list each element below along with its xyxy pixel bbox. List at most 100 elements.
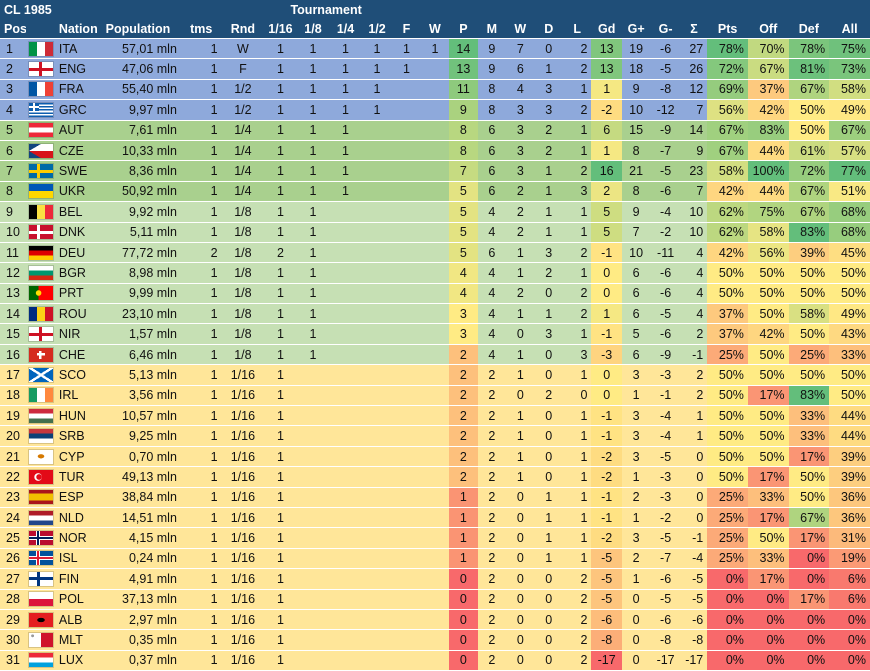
cell-m: 2 [477, 507, 507, 529]
column-header-t8[interactable]: 1/8 [296, 19, 330, 39]
cell-def: 50% [788, 99, 830, 121]
column-header-l[interactable]: L [562, 19, 592, 39]
table-row[interactable]: 23 ESP 38,84 mln 1 1/16 1 1 2 0 1 1 -1 2 -3 0 25% 33% 50%… [0, 487, 870, 508]
cell-pos: 28 [0, 589, 27, 610]
cell-nation: AUT [54, 120, 102, 141]
cell-t4: 1 [329, 120, 362, 141]
table-row[interactable]: 17 SCO 5,13 mln 1 1/16 1 2 2 1 0 1 0 3 -3 2 50% 50% 50% 50… [0, 364, 870, 386]
column-header-off[interactable]: Off [747, 19, 789, 39]
table-row[interactable]: 10 DNK 5,11 mln 1 1/8 1 1 5 4 2 1 1 5 7 -2 10 62% 58% 83% 6… [0, 222, 870, 243]
column-header-d[interactable]: D [534, 19, 563, 39]
table-row[interactable]: 28 POL 37,13 mln 1 1/16 1 0 2 0 0 2 -5 0 -5 -5 0% 0% 17% 6… [0, 589, 870, 610]
table-row[interactable]: 19 HUN 10,57 mln 1 1/16 1 2 2 1 0 1 -1 3 -4 1 50% 50% 33%… [0, 405, 870, 427]
cell-off: 56% [747, 242, 789, 264]
column-header-gp[interactable]: G+ [621, 19, 651, 39]
table-row[interactable]: 2 ENG 47,06 mln 1 F 1 1 1 1 1 13 9 6 1 2 13 18 -5 26 72% 67%… [0, 58, 870, 80]
cell-p: 2 [449, 385, 478, 407]
cell-t2 [361, 160, 393, 182]
table-title: CL 1985 [0, 0, 102, 19]
column-header-flag[interactable] [26, 19, 55, 39]
column-header-m[interactable]: M [477, 19, 507, 39]
column-header-t2[interactable]: 1/2 [361, 19, 393, 39]
cell-def: 58% [788, 303, 830, 325]
column-header-t16[interactable]: 1/16 [264, 19, 297, 39]
cell-gp: 6 [621, 283, 651, 305]
table-row[interactable]: 16 CHE 6,46 mln 1 1/8 1 1 2 4 1 0 3 -3 6 -9 -1 25% 50% 25%… [0, 344, 870, 366]
cell-def: 50% [788, 323, 830, 345]
table-row[interactable]: 13 PRT 9,99 mln 1 1/8 1 1 4 4 2 0 2 0 6 -6 4 50% 50% 50% 50… [0, 283, 870, 305]
table-row[interactable]: 14 ROU 23,10 mln 1 1/8 1 1 3 4 1 1 2 1 6 -5 4 37% 50% 58% 4… [0, 303, 870, 325]
cell-m: 4 [477, 222, 507, 243]
cell-tw [420, 242, 450, 264]
table-row[interactable]: 20 SRB 9,25 mln 1 1/16 1 2 2 1 0 1 -1 3 -4 1 50% 50% 33% 4… [0, 425, 870, 447]
table-row[interactable]: 18 IRL 3,56 mln 1 1/16 1 2 2 0 2 0 0 1 -1 2 50% 17% 83% 50… [0, 385, 870, 407]
cell-t16: 1 [264, 487, 297, 508]
column-header-nation[interactable]: Nation [54, 19, 102, 39]
table-row[interactable]: 22 TUR 49,13 mln 1 1/16 1 2 2 1 0 1 -2 1 -3 0 50% 17% 50%… [0, 466, 870, 488]
column-header-row: Pos Nation Population tms Rnd 1/16 1/8 1/4 1/2 F W… [0, 19, 870, 39]
table-row[interactable]: 30 MLT 0,35 mln 1 1/16 1 0 2 0 0 2 -8 0 -8 -8 0% 0% 0% 0% [0, 629, 870, 651]
column-header-pos[interactable]: Pos [0, 19, 27, 39]
column-header-sum[interactable]: Σ [680, 19, 708, 39]
table-row[interactable]: 11 DEU 77,72 mln 2 1/8 2 1 5 6 1 3 2 -1 10 -11 4 42% 56% 3… [0, 242, 870, 264]
table-row[interactable]: 29 ALB 2,97 mln 1 1/16 1 0 2 0 0 2 -6 0 -6 -6 0% 0% 0% 0% [0, 609, 870, 631]
table-row[interactable]: 31 LUX 0,37 mln 1 1/16 1 0 2 0 0 2 -17 0 -17 -17 0% 0% 0%… [0, 650, 870, 671]
table-row[interactable]: 6 CZE 10,33 mln 1 1/4 1 1 1 8 6 3 2 1 1 8 -7 9 67% 44% 61% 5… [0, 140, 870, 162]
table-row[interactable]: 7 SWE 8,36 mln 1 1/4 1 1 1 7 6 3 1 2 16 21 -5 23 58% 100% 7… [0, 160, 870, 182]
cell-nation: UKR [54, 181, 102, 203]
cell-d: 1 [534, 507, 563, 529]
cell-pts: 0% [707, 568, 748, 590]
table-row[interactable]: 5 AUT 7,61 mln 1 1/4 1 1 1 8 6 3 2 1 6 15 -9 14 67% 83% 50%… [0, 120, 870, 141]
nir-flag [28, 327, 53, 342]
cell-nation: NOR [54, 527, 102, 549]
table-row[interactable]: 8 UKR 50,92 mln 1 1/4 1 1 1 5 6 2 1 3 2 8 -6 7 42% 44% 67% 5… [0, 181, 870, 203]
column-header-tms[interactable]: tms [180, 19, 222, 39]
nor-flag [28, 531, 53, 546]
column-header-def[interactable]: Def [788, 19, 830, 39]
table-row[interactable]: 4 GRC 9,97 mln 1 1/2 1 1 1 1 9 8 3 3 2 -2 10 -12 7 56% 42% 5… [0, 99, 870, 121]
table-row[interactable]: 24 NLD 14,51 mln 1 1/16 1 1 2 0 1 1 -1 1 -2 0 25% 17% 67%… [0, 507, 870, 529]
table-row[interactable]: 1 ITA 57,01 mln 1 W 1 1 1 1 1 1 14 9 7 0 2 13 19 -6 27 78% 70… [0, 38, 870, 60]
table-row[interactable]: 21 CYP 0,70 mln 1 1/16 1 2 2 1 0 1 -2 3 -5 0 50% 50% 17% 3… [0, 446, 870, 468]
cell-gd: 0 [591, 364, 622, 386]
column-header-tw[interactable]: W [420, 19, 450, 39]
table-row[interactable]: 26 ISL 0,24 mln 1 1/16 1 1 2 0 1 1 -5 2 -7 -4 25% 33% 0% 1… [0, 548, 870, 570]
cell-tw [420, 303, 450, 325]
table-row[interactable]: 12 BGR 8,98 mln 1 1/8 1 1 4 4 1 2 1 0 6 -6 4 50% 50% 50% 50… [0, 262, 870, 284]
lux-flag [28, 653, 53, 668]
column-header-p[interactable]: P [449, 19, 478, 39]
cell-t4 [329, 548, 362, 570]
column-header-all[interactable]: All [829, 19, 870, 39]
cell-tms: 1 [180, 487, 222, 508]
column-header-population[interactable]: Population [101, 19, 181, 39]
cell-tw [420, 507, 450, 529]
table-row[interactable]: 15 NIR 1,57 mln 1 1/8 1 1 3 4 0 3 1 -1 5 -6 2 37% 42% 50% 4… [0, 323, 870, 345]
cell-t2 [361, 364, 393, 386]
cell-def: 50% [788, 120, 830, 141]
cell-population: 7,61 mln [101, 120, 181, 141]
cell-t8: 1 [296, 222, 330, 243]
cell-gp: 3 [621, 405, 651, 427]
cell-gm: -5 [650, 527, 681, 549]
column-header-rnd[interactable]: Rnd [221, 19, 265, 39]
cell-pos: 21 [0, 446, 27, 468]
cell-gd: -5 [591, 589, 622, 610]
table-row[interactable]: 9 BEL 9,92 mln 1 1/8 1 1 5 4 2 1 1 5 9 -4 10 62% 75% 67% 68… [0, 201, 870, 223]
cell-tw [420, 487, 450, 508]
cell-tw [420, 527, 450, 549]
cell-p: 1 [449, 507, 478, 529]
cell-all: 68% [829, 201, 870, 223]
column-header-w[interactable]: W [506, 19, 535, 39]
table-row[interactable]: 3 FRA 55,40 mln 1 1/2 1 1 1 1 11 8 4 3 1 1 9 -8 12 69% 37% 6… [0, 79, 870, 101]
cell-all: 50% [829, 283, 870, 305]
column-header-gm[interactable]: G- [650, 19, 681, 39]
cell-gm: -6 [650, 262, 681, 284]
column-header-t4[interactable]: 1/4 [329, 19, 362, 39]
column-header-gd[interactable]: Gd [591, 19, 622, 39]
table-row[interactable]: 25 NOR 4,15 mln 1 1/16 1 1 2 0 1 1 -2 3 -5 -1 25% 50% 17%… [0, 527, 870, 549]
column-header-pts[interactable]: Pts [707, 19, 748, 39]
column-header-tf[interactable]: F [392, 19, 421, 39]
table-row[interactable]: 27 FIN 4,91 mln 1 1/16 1 0 2 0 0 2 -5 1 -6 -5 0% 17% 0% 6% [0, 568, 870, 590]
cell-def: 78% [788, 38, 830, 60]
cell-m: 4 [477, 201, 507, 223]
